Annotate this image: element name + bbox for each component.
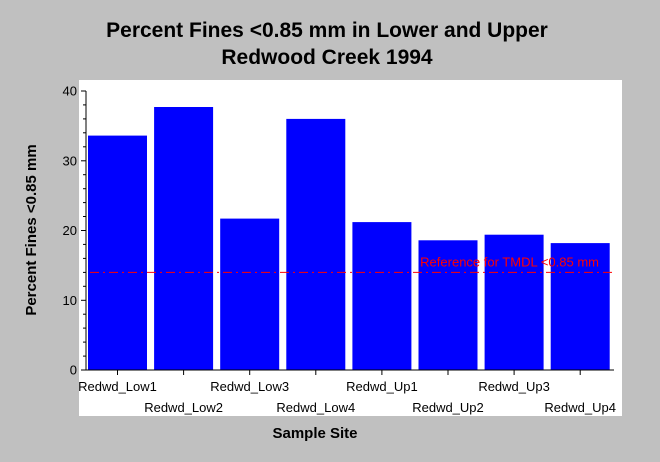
y-tick-label: 30 [63, 153, 77, 168]
bar-redwd-low2 [154, 107, 214, 370]
bar-redwd-up2 [418, 240, 478, 370]
bar-redwd-up1 [352, 222, 412, 370]
y-tick-label: 20 [63, 223, 77, 238]
x-tick-label: Redwd_Up1 [346, 379, 418, 394]
x-tick-label: Redwd_Low2 [144, 400, 223, 415]
chart-title-line-1: Percent Fines <0.85 mm in Lower and Uppe… [106, 19, 548, 42]
y-tick-label: 40 [63, 84, 77, 99]
y-axis-title: Percent Fines <0.85 mm [23, 144, 40, 315]
x-tick-label: Redwd_Up4 [544, 400, 616, 415]
x-tick-label: Redwd_Up3 [478, 379, 550, 394]
y-tick-label: 10 [63, 293, 77, 308]
reference-line-label: Reference for TMDL <0.85 mm [420, 254, 599, 269]
x-tick-label: Redwd_Up2 [412, 400, 484, 415]
bar-redwd-up4 [550, 243, 610, 370]
x-axis-title: Sample Site [272, 425, 357, 442]
y-tick-label: 0 [70, 363, 77, 378]
x-tick-label: Redwd_Low1 [78, 379, 157, 394]
bar-redwd-low1 [88, 135, 147, 370]
bar-redwd-up3 [484, 234, 544, 370]
bar-redwd-low4 [286, 118, 346, 371]
bars-layer [88, 107, 610, 371]
bar-redwd-low3 [220, 218, 280, 370]
x-tick-label: Redwd_Low3 [210, 379, 289, 394]
reference-layer: Reference for TMDL <0.85 mm [90, 254, 614, 273]
axes-layer: 0 10 20 30 40 Redwd_Low1 Redwd_Low2 Redwd_Low3 R… [63, 84, 616, 416]
chart-title-line-2: Redwood Creek 1994 [221, 46, 433, 69]
x-tick-label: Redwd_Low4 [276, 400, 355, 415]
